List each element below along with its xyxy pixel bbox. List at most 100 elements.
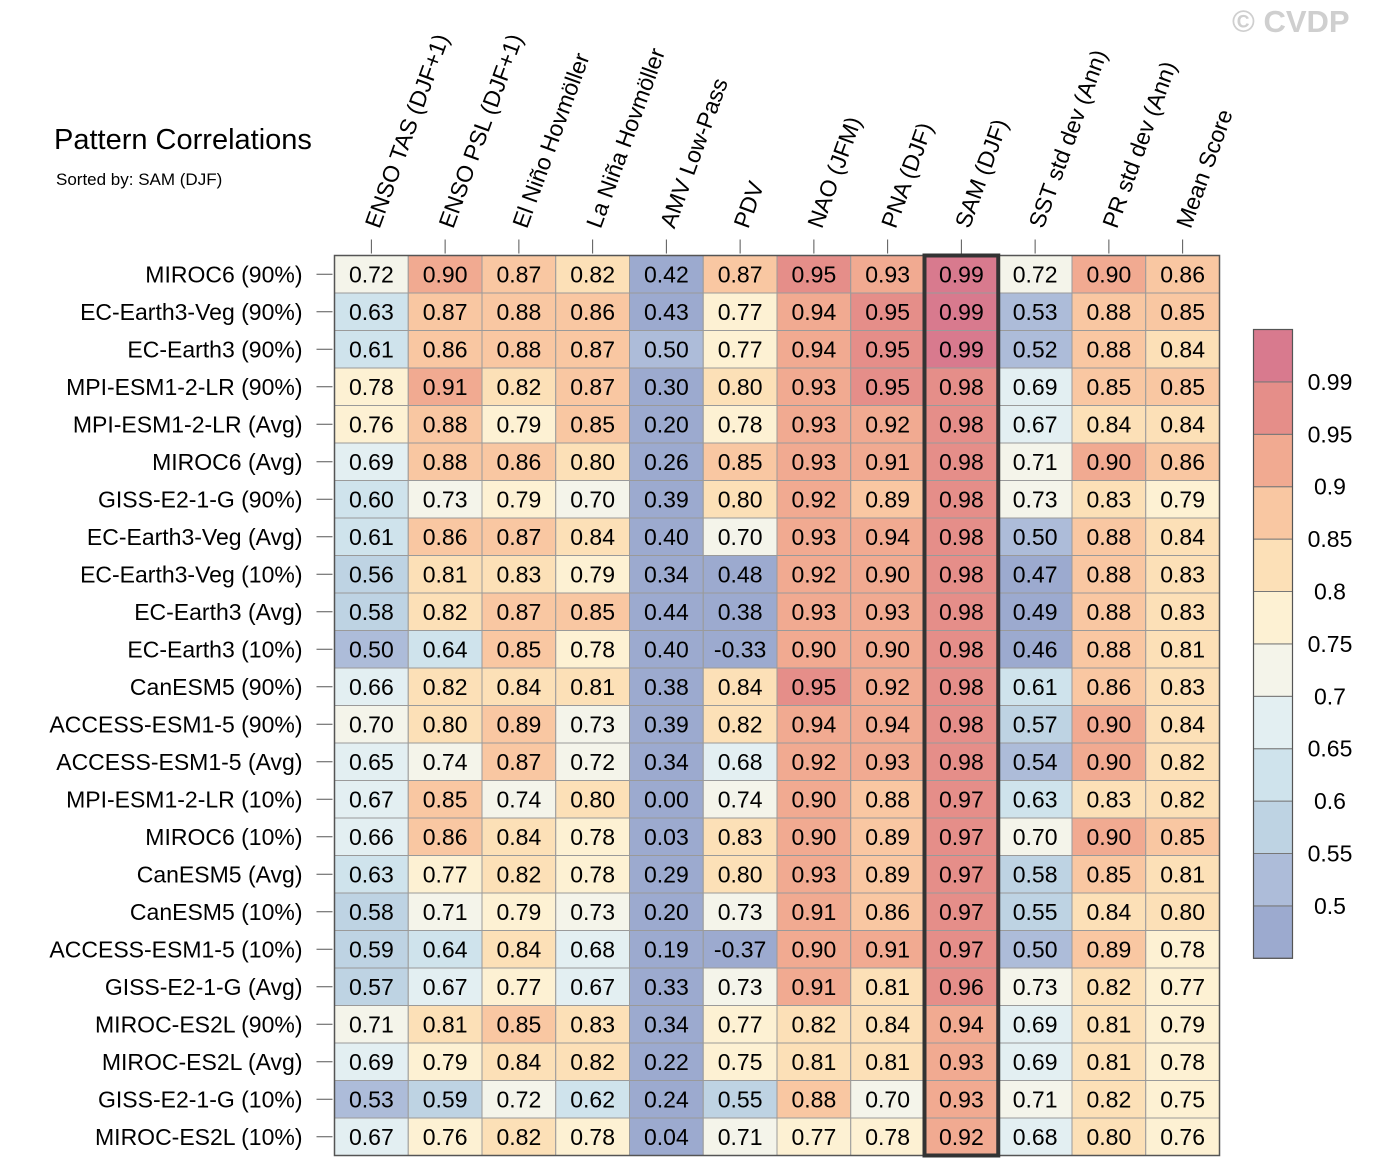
cell-value-label: 0.79 bbox=[1160, 1011, 1205, 1037]
cell-value-label: 0.71 bbox=[349, 1011, 394, 1037]
row-label: EC-Earth3-Veg (Avg) bbox=[87, 524, 303, 550]
heatmap-cell bbox=[407, 1117, 483, 1156]
heatmap-cell bbox=[997, 892, 1073, 931]
cvdp-watermark: © CVDP bbox=[1232, 4, 1350, 39]
colorbar-tick-label: 0.99 bbox=[1308, 369, 1353, 395]
heatmap-cell bbox=[997, 930, 1073, 969]
cell-value-label: 0.46 bbox=[1013, 636, 1058, 662]
heatmap-cell bbox=[334, 1080, 409, 1119]
heatmap-cell bbox=[407, 967, 483, 1006]
cell-value-label: 0.91 bbox=[865, 449, 910, 475]
column-label: La Niña Hovmöller bbox=[581, 44, 670, 231]
cell-value-label: 0.71 bbox=[1013, 449, 1058, 475]
heatmap-cell bbox=[629, 705, 704, 744]
heatmap-cell bbox=[997, 405, 1073, 444]
cell-value-label: 0.99 bbox=[939, 299, 984, 325]
cell-value-label: 0.73 bbox=[423, 486, 468, 512]
heatmap-cell bbox=[997, 855, 1073, 894]
heatmap-cell bbox=[555, 967, 630, 1006]
cell-value-label: 0.70 bbox=[349, 711, 394, 737]
cell-value-label: 0.72 bbox=[349, 261, 394, 287]
cell-value-label: 0.50 bbox=[644, 336, 689, 362]
cell-value-label: 0.04 bbox=[644, 1124, 689, 1150]
cell-value-label: 0.53 bbox=[1013, 299, 1058, 325]
row-label: MIROC6 (10%) bbox=[145, 824, 302, 850]
row-label: EC-Earth3 (10%) bbox=[127, 636, 302, 662]
cell-value-label: 0.84 bbox=[1160, 411, 1205, 437]
cell-value-label: 0.86 bbox=[496, 449, 541, 475]
heatmap-cell bbox=[997, 330, 1073, 369]
heatmap-cell bbox=[997, 780, 1073, 819]
heatmap-cell bbox=[997, 555, 1073, 594]
cell-value-label: 0.95 bbox=[791, 261, 836, 287]
row-label: MPI-ESM1-2-LR (10%) bbox=[66, 786, 302, 812]
cell-value-label: 0.81 bbox=[1086, 1049, 1131, 1075]
cell-value-label: 0.88 bbox=[423, 411, 468, 437]
cell-value-label: 0.20 bbox=[644, 411, 689, 437]
cell-value-label: 0.79 bbox=[1160, 486, 1205, 512]
cell-value-label: 0.83 bbox=[718, 824, 763, 850]
cell-value-label: 0.73 bbox=[570, 711, 615, 737]
cell-value-label: 0.33 bbox=[644, 974, 689, 1000]
cell-value-label: 0.92 bbox=[791, 561, 836, 587]
cell-value-label: 0.00 bbox=[644, 786, 689, 812]
heatmap-cell bbox=[997, 742, 1073, 781]
cell-value-label: 0.86 bbox=[423, 824, 468, 850]
heatmap-cell bbox=[1071, 855, 1147, 894]
heatmap-cell bbox=[334, 705, 409, 744]
cell-value-label: 0.34 bbox=[644, 1011, 689, 1037]
cell-value-label: 0.97 bbox=[939, 936, 984, 962]
row-label: EC-Earth3 (Avg) bbox=[134, 599, 302, 625]
heatmap-cell bbox=[555, 855, 630, 894]
heatmap-cell bbox=[1071, 1080, 1147, 1119]
heatmap-cell bbox=[1071, 1117, 1147, 1156]
cell-value-label: 0.78 bbox=[1160, 1049, 1205, 1075]
cell-value-label: 0.97 bbox=[939, 861, 984, 887]
cell-value-label: 0.61 bbox=[349, 524, 394, 550]
cell-value-label: 0.66 bbox=[349, 674, 394, 700]
cell-value-label: 0.82 bbox=[1086, 1086, 1131, 1112]
cell-value-label: 0.92 bbox=[791, 486, 836, 512]
cell-value-label: 0.77 bbox=[496, 974, 541, 1000]
cell-value-label: 0.78 bbox=[865, 1124, 910, 1150]
cell-value-label: 0.82 bbox=[423, 674, 468, 700]
cell-value-label: 0.68 bbox=[1013, 1124, 1058, 1150]
cell-value-label: 0.85 bbox=[1086, 374, 1131, 400]
cell-value-label: 0.71 bbox=[718, 1124, 763, 1150]
cell-value-label: 0.95 bbox=[791, 674, 836, 700]
column-label: El Niño Hovmöller bbox=[507, 49, 594, 231]
cell-value-label: 0.88 bbox=[1086, 561, 1131, 587]
cell-value-label: 0.89 bbox=[1086, 936, 1131, 962]
cell-value-label: 0.81 bbox=[1160, 861, 1205, 887]
heatmap-cell bbox=[850, 667, 925, 706]
heatmap-cell bbox=[629, 555, 704, 594]
heatmap-cell bbox=[1145, 555, 1220, 594]
cell-value-label: 0.97 bbox=[939, 786, 984, 812]
cell-value-label: 0.86 bbox=[865, 899, 910, 925]
cell-value-label: 0.80 bbox=[1086, 1124, 1131, 1150]
cell-value-label: 0.81 bbox=[791, 1049, 836, 1075]
heatmap-cell bbox=[1145, 667, 1220, 706]
cell-value-label: 0.81 bbox=[423, 561, 468, 587]
cell-value-label: 0.63 bbox=[349, 861, 394, 887]
row-label: ACCESS-ESM1-5 (10%) bbox=[49, 936, 302, 962]
heatmap-cell bbox=[850, 405, 925, 444]
column-label: Mean Score bbox=[1171, 106, 1238, 231]
cell-value-label: 0.84 bbox=[496, 674, 541, 700]
cell-value-label: 0.54 bbox=[1013, 749, 1058, 775]
cell-value-label: 0.87 bbox=[496, 599, 541, 625]
heatmap-cell bbox=[1145, 255, 1220, 294]
cell-value-label: 0.58 bbox=[349, 599, 394, 625]
cell-value-label: 0.75 bbox=[718, 1049, 763, 1075]
cell-value-label: 0.80 bbox=[718, 861, 763, 887]
cell-value-label: 0.81 bbox=[865, 1049, 910, 1075]
heatmap-cell bbox=[850, 930, 925, 969]
heatmap-cell bbox=[776, 1080, 852, 1119]
heatmap-cell bbox=[481, 1005, 557, 1044]
cell-value-label: 0.58 bbox=[349, 899, 394, 925]
heatmap-cell bbox=[702, 705, 778, 744]
cell-value-label: 0.93 bbox=[791, 524, 836, 550]
heatmap-cell bbox=[629, 367, 704, 406]
heatmap-cell bbox=[924, 930, 999, 969]
cell-value-label: 0.87 bbox=[718, 261, 763, 287]
